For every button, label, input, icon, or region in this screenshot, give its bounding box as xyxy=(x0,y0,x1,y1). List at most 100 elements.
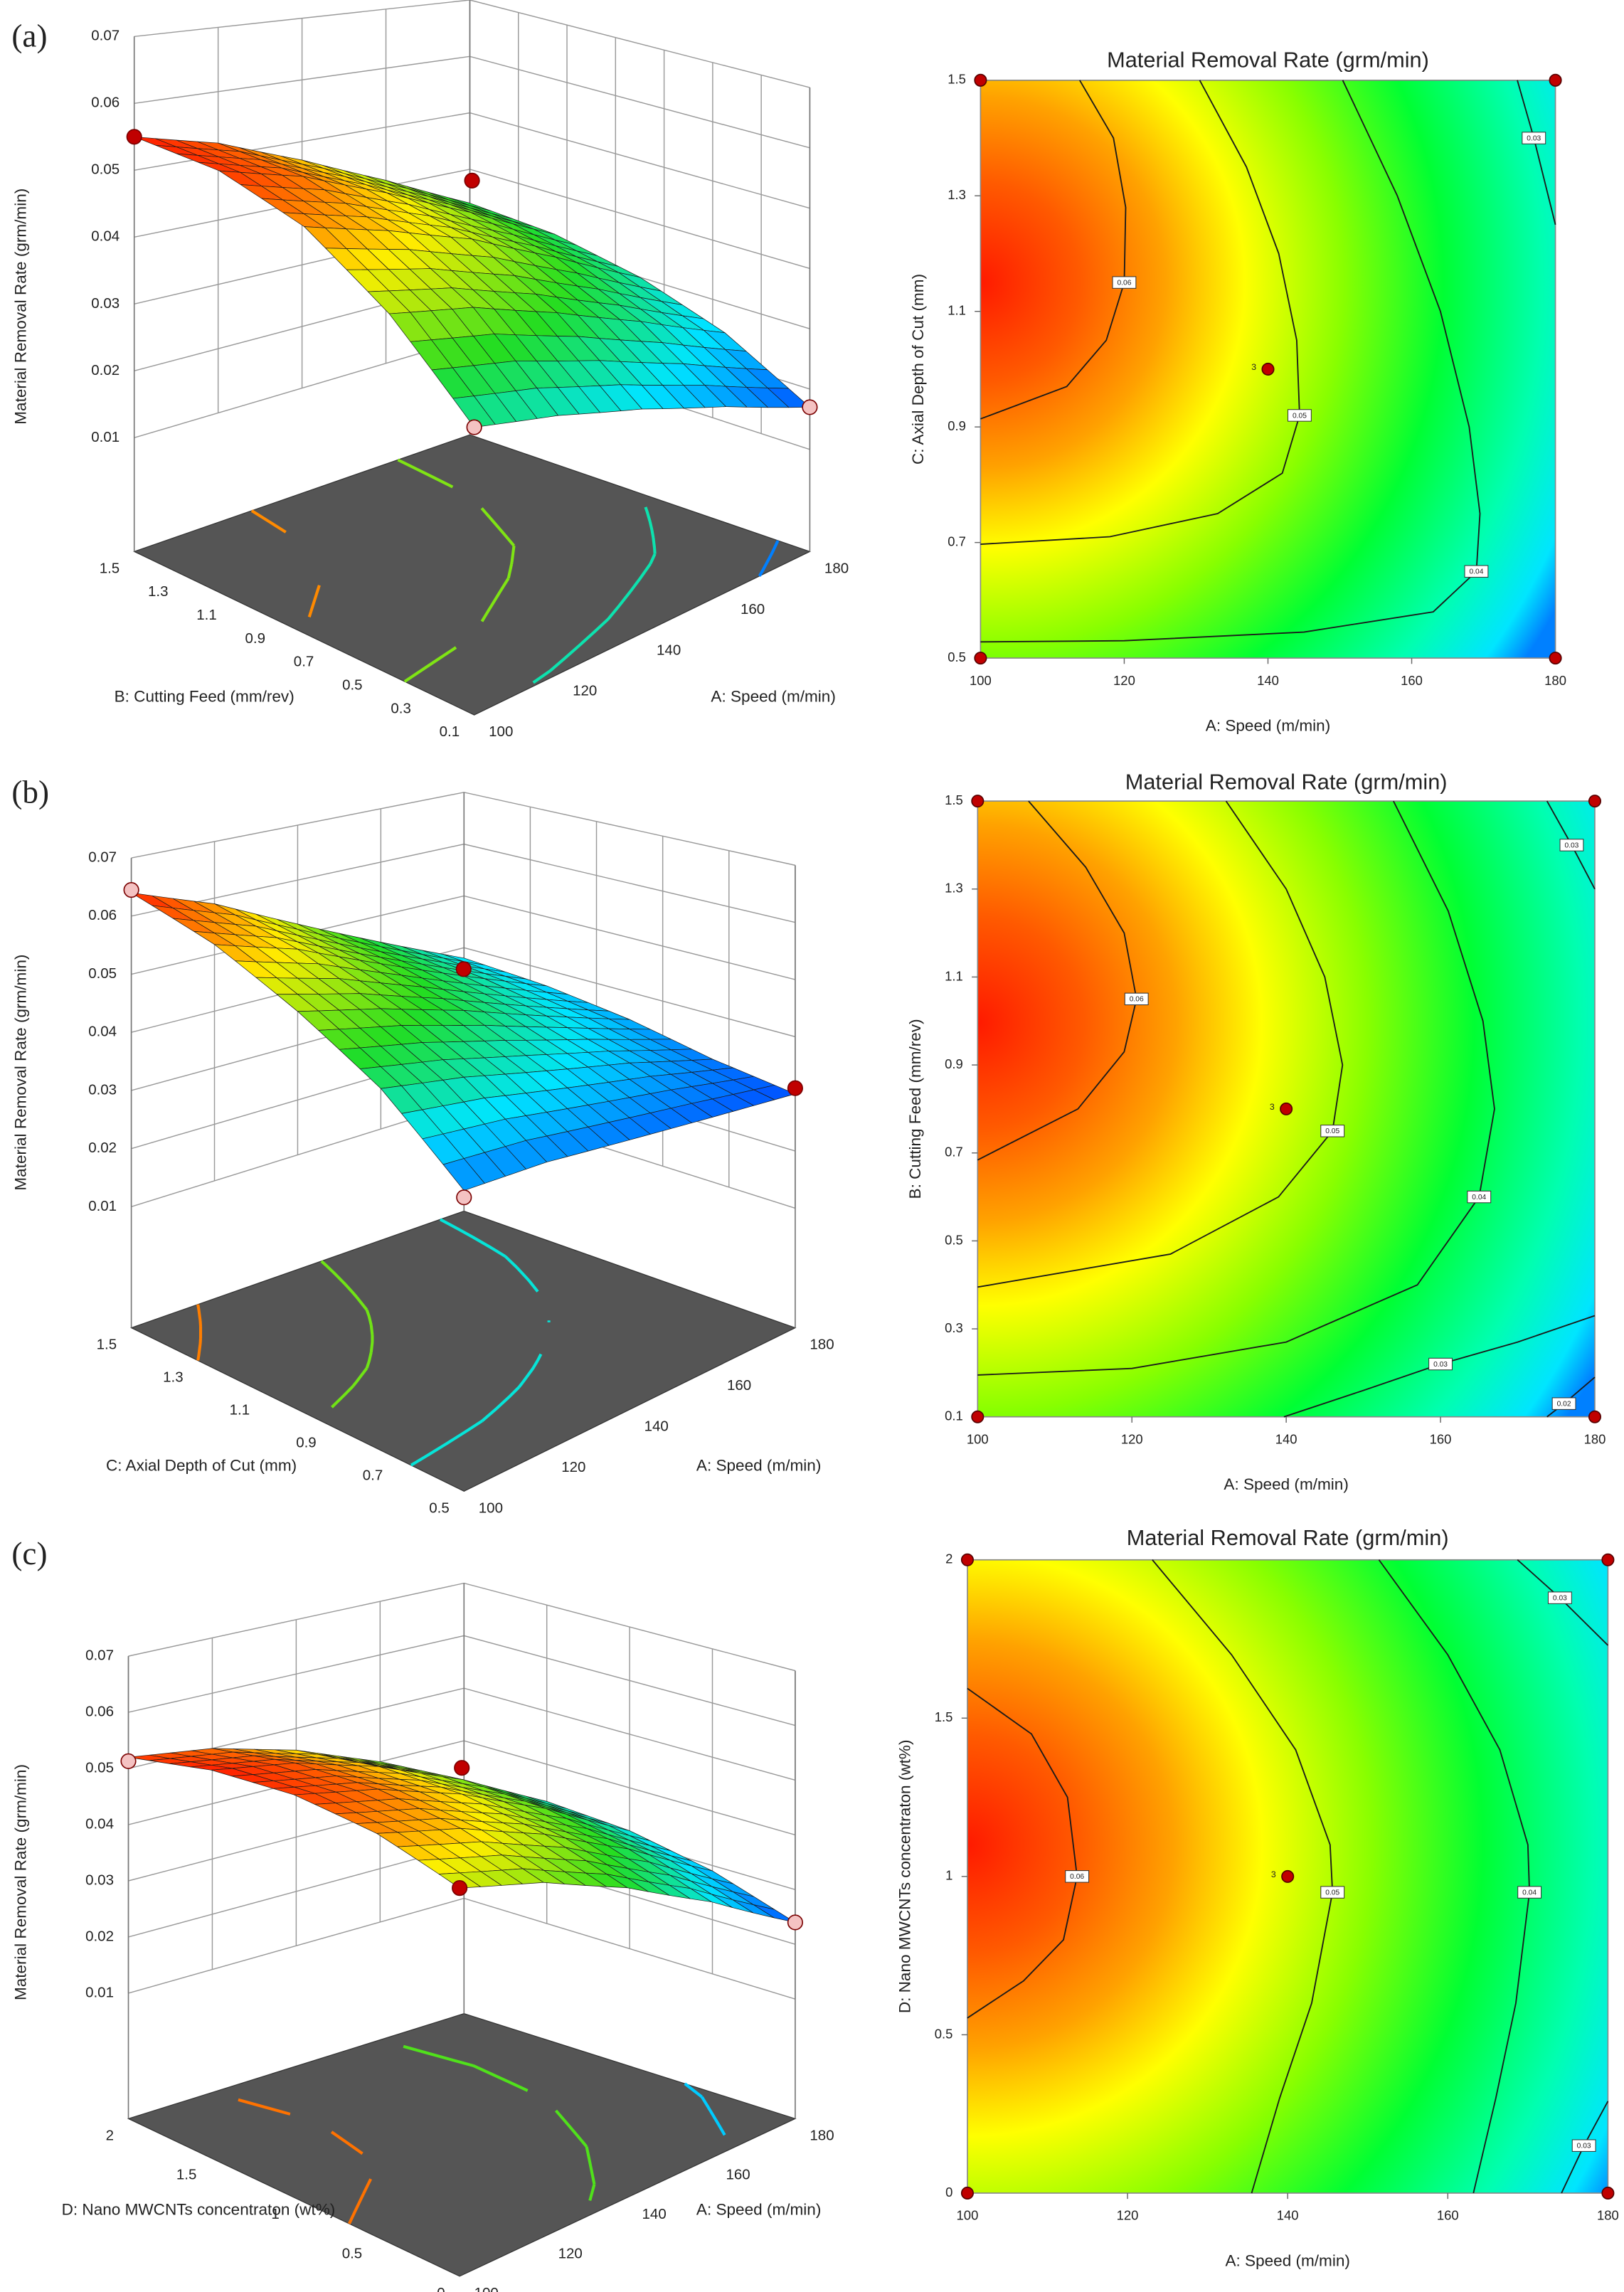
contour-label-box xyxy=(1320,1125,1345,1137)
y-tick-label: 1.1 xyxy=(948,303,966,318)
y-tick-label: 0.9 xyxy=(245,630,266,647)
y-tick-label: 1.5 xyxy=(935,1709,953,1724)
y-axis-label: C: Axial Depth of Cut (mm) xyxy=(106,1456,297,1474)
y-tick-label: 0 xyxy=(437,2285,445,2292)
z-tick-label: 0.01 xyxy=(91,429,120,445)
floor-contour xyxy=(320,1260,374,1408)
y-tick-label: 1.5 xyxy=(97,1337,117,1353)
grid-line xyxy=(128,1897,796,2000)
design-point xyxy=(1588,795,1601,808)
contour-label-box xyxy=(1124,992,1149,1006)
y-tick-label: 1.3 xyxy=(163,1369,184,1386)
x-axis-label: A: Speed (m/min) xyxy=(1225,2251,1349,2269)
contour-label-box xyxy=(1428,1357,1453,1371)
x-tick-label: 180 xyxy=(810,1337,834,1353)
y-tick-label: 1.1 xyxy=(230,1402,250,1418)
x-tick-label: 120 xyxy=(573,683,597,699)
y-tick-label: 0.7 xyxy=(294,654,314,670)
z-axis-label: Material Removal Rate (grm/min) xyxy=(12,955,30,1191)
x-tick-label: 180 xyxy=(1597,2208,1619,2223)
z-tick-label: 0.06 xyxy=(85,1704,114,1720)
x-axis-label: A: Speed (m/min) xyxy=(1224,1475,1348,1493)
y-tick-label: 0.7 xyxy=(363,1467,383,1483)
center-point-label: 3 xyxy=(1270,1102,1275,1112)
z-tick-label: 0.05 xyxy=(88,965,117,982)
x-axis-label: A: Speed (m/min) xyxy=(696,2201,821,2219)
y-axis-label: C: Axial Depth of Cut (mm) xyxy=(909,274,927,465)
x-tick-label: 160 xyxy=(1437,2208,1459,2223)
y-tick-label: 0.9 xyxy=(948,418,966,433)
x-tick-label: 180 xyxy=(810,2127,834,2143)
z-tick-label: 0.04 xyxy=(85,1815,114,1832)
x-tick-label: 100 xyxy=(474,2285,499,2292)
design-point xyxy=(123,881,139,898)
y-tick-label: 0.7 xyxy=(948,534,966,549)
z-tick-label: 0.06 xyxy=(88,907,117,923)
y-axis-label: B: Cutting Feed (mm/rev) xyxy=(115,687,294,705)
chart-title: Material Removal Rate (grm/min) xyxy=(1127,1525,1449,1550)
contour-label-box xyxy=(1467,1190,1492,1204)
contour-label-box xyxy=(1522,132,1546,144)
contour-label: 0.04 xyxy=(1469,568,1483,576)
design-point xyxy=(1601,1553,1615,1566)
x-tick-label: 120 xyxy=(1121,1431,1143,1446)
y-tick-label: 0.1 xyxy=(945,1408,963,1423)
y-tick-label: 0 xyxy=(945,2185,952,2200)
z-tick-label: 0.02 xyxy=(88,1140,117,1156)
y-tick-label: 1.5 xyxy=(100,560,120,576)
design-point xyxy=(787,1914,803,1931)
floor xyxy=(127,2013,797,2277)
y-tick-label: 1.3 xyxy=(948,187,966,202)
x-tick-label: 100 xyxy=(967,1431,989,1446)
x-tick-label: 180 xyxy=(824,560,849,576)
contour-label: 0.04 xyxy=(1522,1889,1537,1896)
panel-surface: (b) 0.01 0.02 0.03 0.04 0.05 0.06 0.07 100 120 140… xyxy=(11,774,834,1516)
panel-surface: (a) 0.01 0.02 0.03 0.04 0.05 0.06 0.07 100 120 140… xyxy=(11,0,849,740)
z-tick-label: 0.04 xyxy=(91,228,120,245)
y-tick-label: 1.1 xyxy=(945,968,963,983)
z-tick-label: 0.02 xyxy=(91,362,120,378)
z-tick-label: 0.04 xyxy=(88,1024,117,1040)
panel-contour: Material Removal Rate (grm/min) A: Speed … xyxy=(906,770,1606,1493)
contour-label: 0.05 xyxy=(1325,1128,1339,1135)
y-tick-label: 1 xyxy=(945,1868,952,1883)
design-point xyxy=(787,1080,803,1096)
x-tick-label: 100 xyxy=(957,2208,979,2223)
panel-label: (a) xyxy=(11,18,47,54)
contour-label-box xyxy=(1288,409,1312,422)
floor-contour xyxy=(532,506,657,684)
contour-label-box xyxy=(1571,2139,1596,2152)
y-tick-label: 0.5 xyxy=(342,677,362,693)
y-tick-label: 2 xyxy=(945,1551,952,1566)
x-tick-label: 120 xyxy=(561,1459,585,1475)
figure-body: (a)0.010.020.030.040.050.060.07100120140… xyxy=(11,0,1619,2292)
design-point xyxy=(456,1189,472,1206)
surface-patch xyxy=(442,1158,485,1191)
y-tick-label: 0.5 xyxy=(948,649,966,664)
contour-label-box xyxy=(1112,276,1137,289)
y-tick-label: 2 xyxy=(106,2127,114,2143)
y-tick-label: 1.5 xyxy=(948,72,966,87)
design-point xyxy=(974,652,987,665)
floor-contour xyxy=(758,540,780,577)
design-point xyxy=(971,1410,985,1423)
z-tick-label: 0.03 xyxy=(85,1872,114,1888)
y-tick-label: 0.5 xyxy=(342,2246,363,2262)
x-tick-label: 180 xyxy=(1584,1431,1606,1446)
y-tick-label: 1.5 xyxy=(945,792,963,807)
grid-line xyxy=(134,0,810,88)
design-point xyxy=(466,419,482,435)
x-tick-label: 160 xyxy=(726,2167,750,2183)
y-tick-label: 0.5 xyxy=(429,1500,450,1516)
x-tick-label: 160 xyxy=(727,1377,751,1394)
z-axis-label: Material Removal Rate (grm/min) xyxy=(12,1764,30,2000)
floor xyxy=(130,1210,797,1492)
contour-line xyxy=(977,800,1344,1288)
center-point xyxy=(1281,1869,1295,1883)
z-tick-label: 0.01 xyxy=(88,1198,117,1214)
floor-contour xyxy=(196,1304,203,1361)
contour-label: 0.05 xyxy=(1293,412,1307,420)
center-point xyxy=(1261,362,1275,376)
